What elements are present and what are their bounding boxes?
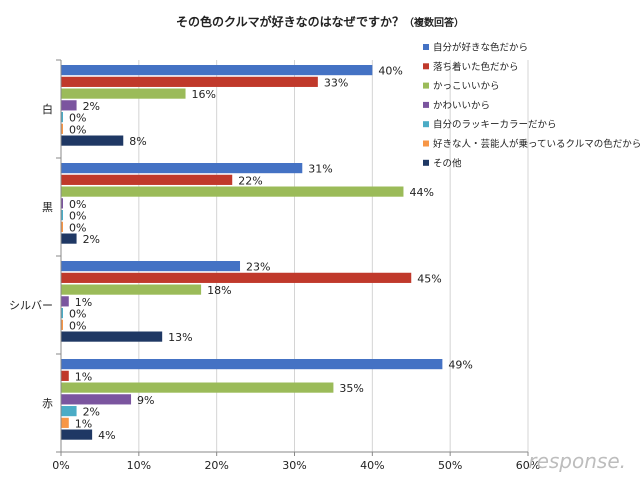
data-label: 33%: [324, 76, 348, 89]
data-label: 2%: [83, 233, 100, 246]
legend-swatch: [423, 159, 429, 166]
x-tick-label: 20%: [204, 459, 228, 472]
bar: [61, 308, 63, 319]
category-label: 黒: [42, 201, 53, 214]
x-tick-label: 10%: [127, 459, 151, 472]
x-tick-label: 40%: [360, 459, 384, 472]
category-label: 赤: [42, 397, 53, 410]
bar: [61, 163, 303, 174]
legend-label: 自分のラッキーカラーだから: [433, 119, 557, 131]
data-label: 0%: [69, 112, 86, 125]
data-label: 0%: [69, 210, 86, 223]
legend-swatch: [423, 101, 429, 108]
legend-label: かわいいから: [433, 100, 490, 111]
category-label: シルバー: [9, 299, 53, 312]
data-label: 35%: [339, 382, 363, 395]
bar: [61, 76, 318, 87]
bar: [61, 261, 241, 272]
bar: [61, 88, 186, 99]
bar: [61, 284, 202, 295]
bar: [61, 221, 63, 232]
bar: [61, 135, 124, 146]
legend-label: その他: [433, 157, 462, 169]
bar: [61, 417, 69, 428]
bar: [61, 319, 63, 330]
legend-label: 自分が好きな色だから: [433, 42, 528, 54]
bar: [61, 186, 404, 197]
bar: [61, 296, 69, 307]
data-label: 22%: [238, 174, 262, 187]
bar: [61, 331, 163, 342]
legend: 自分が好きな色だから落ち着いた色だからかっこいいからかわいいから自分のラッキーカ…: [423, 42, 640, 169]
data-label: 8%: [129, 135, 146, 148]
legend-label: 落ち着いた色だから: [433, 61, 519, 73]
legend-swatch: [423, 121, 429, 128]
bar: [61, 65, 373, 76]
bar: [61, 272, 412, 283]
data-label: 2%: [83, 406, 100, 419]
bar: [61, 394, 132, 405]
data-label: 49%: [448, 359, 472, 372]
x-tick-label: 0%: [52, 459, 69, 472]
bar: [61, 123, 63, 134]
data-label: 1%: [75, 370, 92, 383]
data-label: 0%: [69, 319, 86, 332]
watermark-text: response.: [528, 449, 626, 473]
data-label: 0%: [69, 123, 86, 136]
x-tick-label: 50%: [438, 459, 462, 472]
legend-swatch: [423, 63, 429, 70]
x-tick-label: 60%: [516, 459, 540, 472]
bar: [61, 100, 77, 111]
data-label: 45%: [417, 272, 441, 285]
data-label: 0%: [69, 308, 86, 321]
data-label: 1%: [75, 417, 92, 430]
data-label: 9%: [137, 394, 154, 407]
bar: [61, 382, 334, 393]
data-label: 1%: [75, 296, 92, 309]
x-tick-label: 30%: [282, 459, 306, 472]
data-label: 40%: [378, 65, 402, 78]
gridlines: [60, 60, 529, 452]
data-label: 0%: [69, 198, 86, 211]
legend-swatch: [423, 44, 429, 50]
data-label: 23%: [246, 261, 270, 274]
bar: [61, 112, 63, 123]
bar: [61, 370, 69, 381]
category-label: 白: [42, 102, 53, 116]
legend-swatch: [423, 140, 429, 147]
chart-title: その色のクルマが好きなのはなぜですか？（複数回答）: [176, 14, 464, 29]
data-label: 2%: [83, 100, 100, 113]
bar: [61, 233, 77, 244]
data-label: 16%: [192, 88, 216, 101]
data-label: 31%: [308, 163, 332, 176]
bar: [61, 359, 443, 370]
bar: [61, 429, 93, 440]
legend-label: 好きな人・芸能人が乗っているクルマの色だから: [433, 138, 640, 150]
bar: [61, 198, 63, 209]
legend-label: かっこいいから: [433, 81, 500, 92]
bar: [61, 406, 77, 417]
bars: 40%33%16%2%0%0%8%31%22%44%0%0%0%2%23%45%…: [61, 65, 473, 442]
legend-swatch: [423, 82, 429, 89]
data-label: 44%: [409, 186, 433, 199]
data-label: 18%: [207, 284, 231, 297]
data-label: 4%: [98, 429, 115, 442]
data-label: 13%: [168, 331, 192, 344]
bar: [61, 174, 233, 185]
bar: [61, 210, 63, 221]
data-label: 0%: [69, 221, 86, 234]
